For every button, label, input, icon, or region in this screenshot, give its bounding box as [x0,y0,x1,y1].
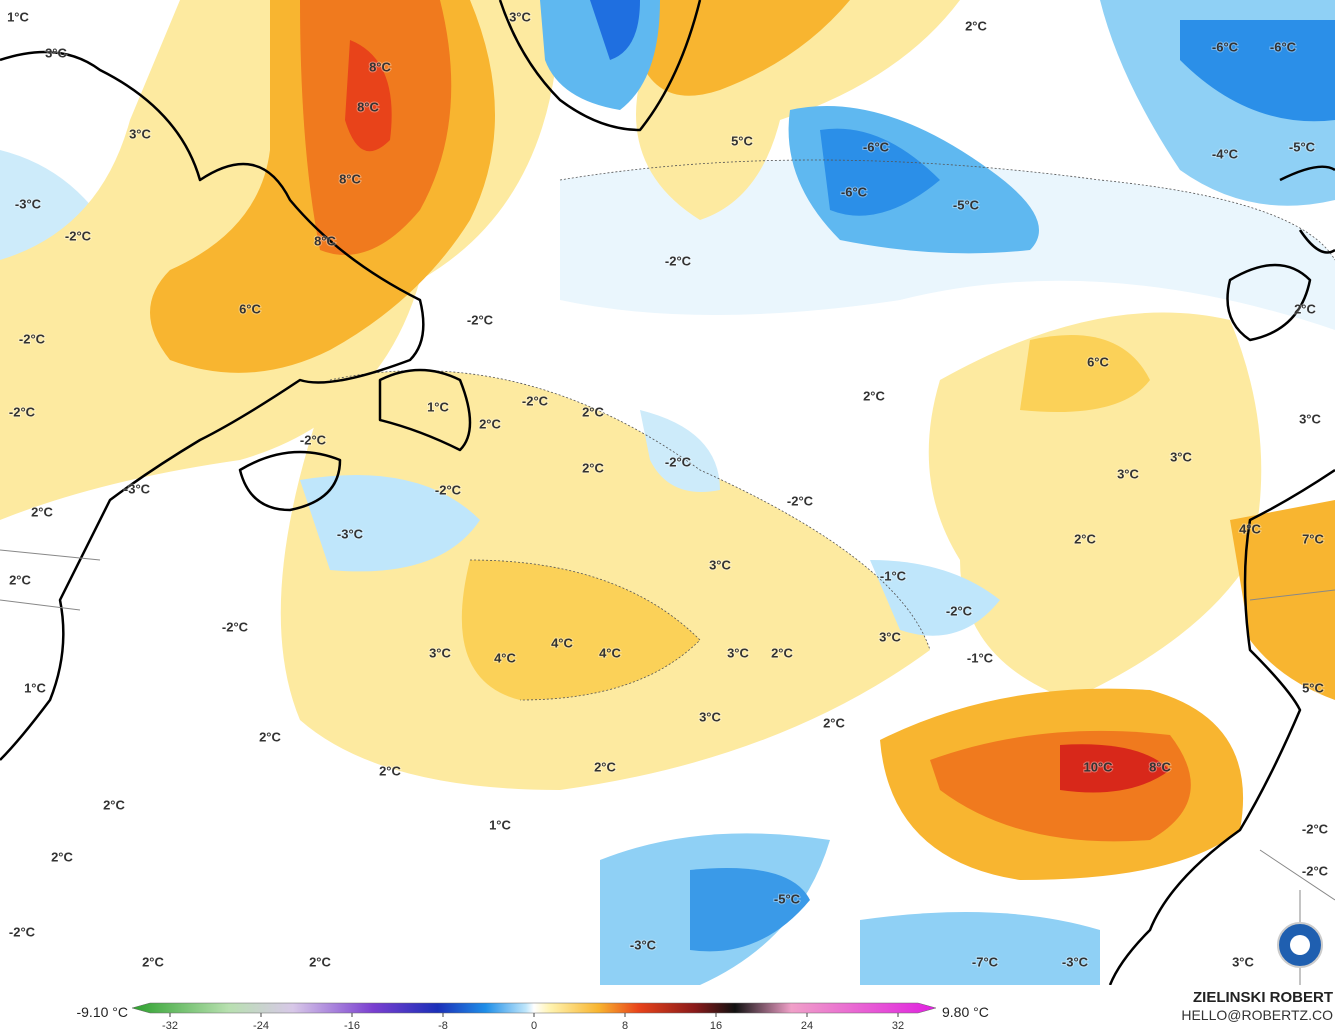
temp-label: 1°C [7,9,29,24]
temp-label: -3°C [630,937,657,952]
temp-label: 2°C [31,504,53,519]
temp-label: 2°C [379,763,401,778]
temp-label: -7°C [972,954,999,969]
temp-label: -2°C [787,493,814,508]
temp-label: -2°C [1302,863,1329,878]
temp-label: 2°C [823,715,845,730]
temp-label: 2°C [1294,301,1316,316]
temp-label: 3°C [699,709,721,724]
temp-label: -2°C [9,924,36,939]
colorbar-tick-label: 0 [531,1020,537,1032]
temp-label: 3°C [1232,954,1254,969]
temp-label: 2°C [259,729,281,744]
temp-label: 2°C [582,460,604,475]
temp-label: -2°C [665,253,692,268]
credit-name: ZIELINSKI ROBERT [1193,989,1333,1006]
temp-label: 4°C [494,650,516,665]
temp-label: -2°C [467,312,494,327]
temp-label: 2°C [965,18,987,33]
temp-label: 6°C [239,301,261,316]
temp-label: -6°C [863,139,890,154]
temp-label: -1°C [967,650,994,665]
temp-label: 4°C [599,645,621,660]
temp-label: 8°C [1149,759,1171,774]
temp-label: 2°C [771,645,793,660]
temp-label: 10°C [1083,759,1113,774]
colorbar-tick-label: 16 [710,1020,722,1032]
temp-label: 2°C [863,388,885,403]
temp-label: 2°C [103,797,125,812]
temp-label: 3°C [129,126,151,141]
temp-label: -5°C [953,197,980,212]
temp-label: -4°C [1212,146,1239,161]
temp-label: 3°C [45,45,67,60]
temp-label: 8°C [314,233,336,248]
temp-label: -2°C [65,228,92,243]
colorbar-tick-label: -8 [438,1020,448,1032]
colorbar-min: -9.10 °C [76,1004,128,1020]
map-labels: 1°C 3°C 8°C 8°C 3°C 8°C -3°C -2°C 8°C 6°C -2°C -2°C… [6,8,1330,970]
temp-label: 7°C [1302,531,1324,546]
temp-label: 3°C [1299,411,1321,426]
temp-label: 2°C [9,572,31,587]
temp-label: 2°C [582,404,604,419]
temp-label: 3°C [879,629,901,644]
temp-label: -5°C [1289,139,1316,154]
temp-label: 1°C [427,399,449,414]
temp-label: 3°C [1117,466,1139,481]
temp-label: 2°C [142,954,164,969]
temp-label: -2°C [522,393,549,408]
temp-label: -3°C [124,481,151,496]
temp-label: 1°C [24,680,46,695]
temp-label: 2°C [51,849,73,864]
credit-contact: HELLO@ROBERTZ.CO [1181,1007,1333,1023]
temp-label: -3°C [1062,954,1089,969]
temp-label: -2°C [300,432,327,447]
temp-label: 1°C [489,817,511,832]
temp-label: -1°C [880,568,907,583]
colorbar-ticks: -32 -24 -16 -8 0 8 16 24 32 [162,1013,904,1032]
temp-label: 6°C [1087,354,1109,369]
temp-label: -5°C [774,891,801,906]
temp-label: 2°C [309,954,331,969]
temp-label: 2°C [479,416,501,431]
temp-label: -2°C [222,619,249,634]
colorbar-tick-label: -16 [344,1020,360,1032]
colorbar-tick-label: 24 [801,1020,813,1032]
temp-label: 3°C [1170,449,1192,464]
colorbar-tick-label: -24 [253,1020,269,1032]
temp-label: 8°C [357,99,379,114]
colorbar-max: 9.80 °C [942,1004,989,1020]
temp-label: 8°C [339,171,361,186]
temp-label: 4°C [1239,521,1261,536]
temp-label: 3°C [727,645,749,660]
temp-label: -6°C [1270,39,1297,54]
temp-label: -2°C [1302,821,1329,836]
temp-label: -2°C [665,454,692,469]
temp-label: 4°C [551,635,573,650]
colorbar [131,1002,937,1014]
temp-label: -3°C [15,196,42,211]
temp-label: 8°C [369,59,391,74]
temp-label: 5°C [1302,680,1324,695]
temp-label: -3°C [337,526,364,541]
temp-label: -6°C [1212,39,1239,54]
colorbar-tick-label: -32 [162,1020,178,1032]
map-field [0,0,1335,986]
temp-label: -6°C [841,184,868,199]
temp-label: 3°C [429,645,451,660]
colorbar-tick-label: 8 [622,1020,628,1032]
temp-label: -2°C [19,331,46,346]
temp-label: 3°C [709,557,731,572]
temp-label: -2°C [9,404,36,419]
temp-label: 2°C [1074,531,1096,546]
temp-label: 5°C [731,133,753,148]
temp-label: -2°C [946,603,973,618]
temp-label: 3°C [509,9,531,24]
temp-label: -2°C [435,482,462,497]
temp-label: 2°C [594,759,616,774]
colorbar-tick-label: 32 [892,1020,904,1032]
